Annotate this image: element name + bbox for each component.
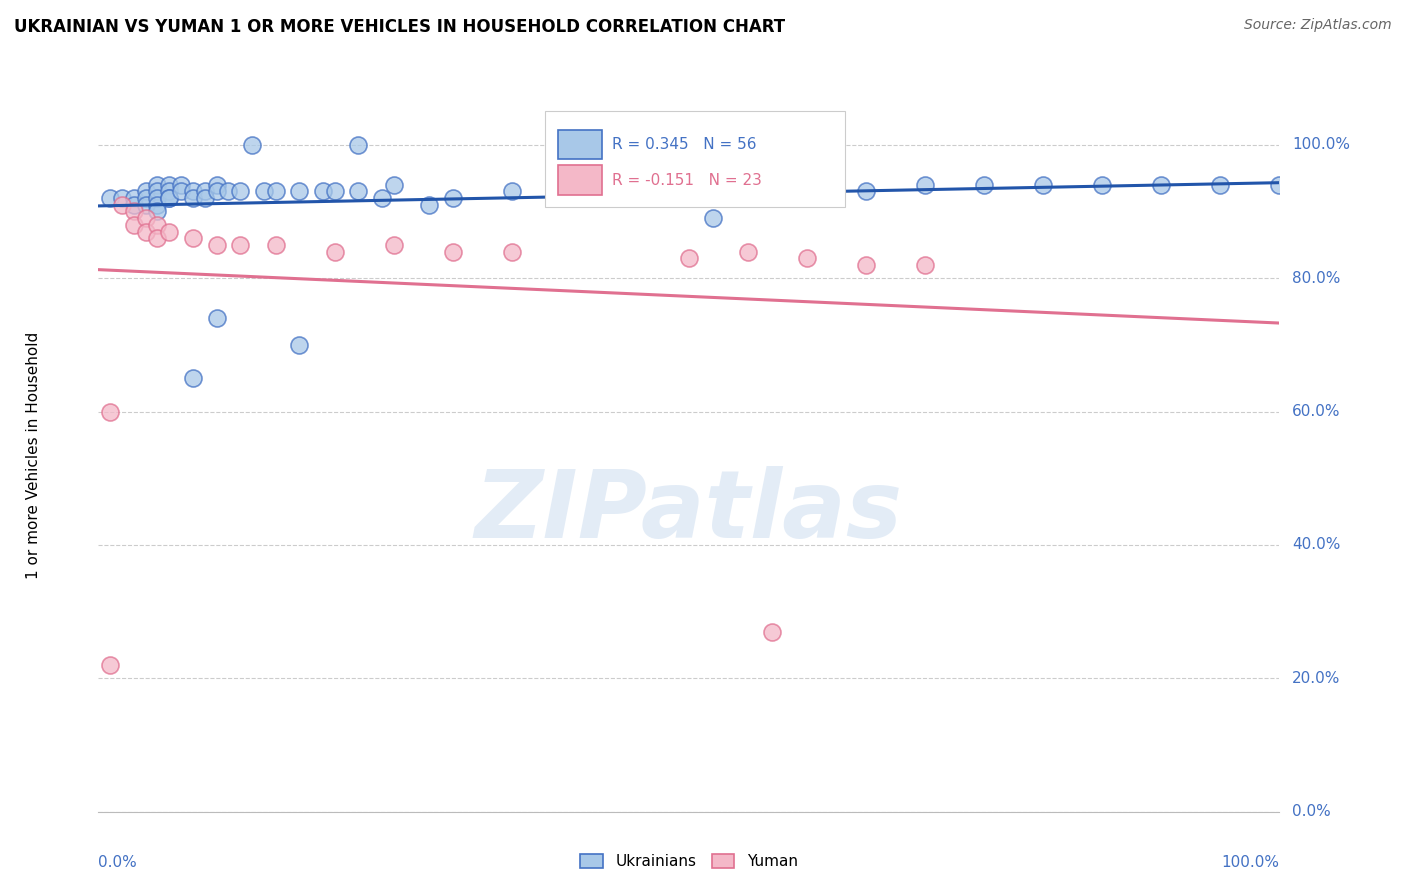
Point [371, 191, 394, 205]
Point [323, 185, 346, 199]
Point [122, 198, 145, 212]
Point [264, 185, 287, 199]
Point [181, 191, 204, 205]
Text: 80.0%: 80.0% [1292, 270, 1341, 285]
Point [170, 185, 193, 199]
Point [111, 198, 134, 212]
Text: 60.0%: 60.0% [1292, 404, 1341, 419]
Point [501, 185, 523, 199]
FancyBboxPatch shape [558, 129, 602, 160]
Point [240, 137, 263, 152]
Point [253, 185, 276, 199]
Point [146, 231, 169, 245]
Text: Source: ZipAtlas.com: Source: ZipAtlas.com [1244, 18, 1392, 32]
Text: 40.0%: 40.0% [1292, 538, 1341, 552]
Point [288, 185, 311, 199]
Point [914, 178, 936, 192]
Text: R = 0.345   N = 56: R = 0.345 N = 56 [612, 137, 756, 152]
Point [205, 237, 228, 252]
Point [122, 191, 145, 205]
Point [1091, 178, 1114, 192]
Point [1268, 178, 1291, 192]
Point [135, 225, 157, 239]
Point [737, 244, 759, 259]
Point [135, 185, 157, 199]
Point [347, 137, 370, 152]
Point [323, 244, 346, 259]
Point [347, 185, 370, 199]
Point [135, 191, 157, 205]
Point [170, 178, 193, 192]
Text: 0.0%: 0.0% [98, 855, 138, 870]
Point [98, 658, 121, 673]
Point [146, 204, 169, 219]
Point [135, 198, 157, 212]
Point [194, 191, 217, 205]
Point [973, 178, 995, 192]
Point [796, 178, 818, 192]
Point [1150, 178, 1173, 192]
Point [181, 185, 204, 199]
Point [146, 191, 169, 205]
Point [796, 251, 818, 265]
Point [855, 185, 877, 199]
Point [855, 258, 877, 272]
Point [146, 185, 169, 199]
Point [560, 185, 582, 199]
Point [264, 237, 287, 252]
Text: 1 or more Vehicles in Household: 1 or more Vehicles in Household [25, 331, 41, 579]
Point [157, 185, 180, 199]
Point [382, 178, 405, 192]
Point [205, 311, 228, 326]
Point [181, 371, 204, 385]
Point [98, 404, 121, 418]
Point [501, 244, 523, 259]
Point [181, 231, 204, 245]
Point [441, 244, 464, 259]
Point [146, 178, 169, 192]
Point [157, 225, 180, 239]
Text: R = -0.151   N = 23: R = -0.151 N = 23 [612, 173, 762, 187]
Point [914, 258, 936, 272]
Point [583, 185, 606, 199]
Text: UKRAINIAN VS YUMAN 1 OR MORE VEHICLES IN HOUSEHOLD CORRELATION CHART: UKRAINIAN VS YUMAN 1 OR MORE VEHICLES IN… [14, 18, 785, 36]
Point [288, 338, 311, 352]
Point [418, 198, 440, 212]
Text: ZIPatlas: ZIPatlas [475, 466, 903, 558]
FancyBboxPatch shape [546, 111, 845, 207]
Text: 20.0%: 20.0% [1292, 671, 1341, 686]
Point [205, 185, 228, 199]
Point [205, 178, 228, 192]
Point [678, 191, 700, 205]
Point [678, 251, 700, 265]
Point [761, 624, 783, 639]
Point [702, 211, 724, 226]
Legend: Ukrainians, Yuman: Ukrainians, Yuman [574, 848, 804, 875]
FancyBboxPatch shape [558, 165, 602, 195]
Point [157, 178, 180, 192]
Point [157, 191, 180, 205]
Point [122, 218, 145, 232]
Point [312, 185, 335, 199]
Point [1209, 178, 1232, 192]
Point [382, 237, 405, 252]
Text: 100.0%: 100.0% [1292, 137, 1350, 153]
Point [229, 185, 252, 199]
Point [217, 185, 239, 199]
Point [122, 204, 145, 219]
Text: 100.0%: 100.0% [1222, 855, 1279, 870]
Point [737, 191, 759, 205]
Text: 0.0%: 0.0% [1292, 805, 1331, 819]
Point [146, 198, 169, 212]
Point [229, 237, 252, 252]
Point [441, 191, 464, 205]
Point [146, 218, 169, 232]
Point [98, 191, 121, 205]
Point [194, 185, 217, 199]
Point [111, 191, 134, 205]
Point [1032, 178, 1054, 192]
Point [157, 191, 180, 205]
Point [135, 211, 157, 226]
